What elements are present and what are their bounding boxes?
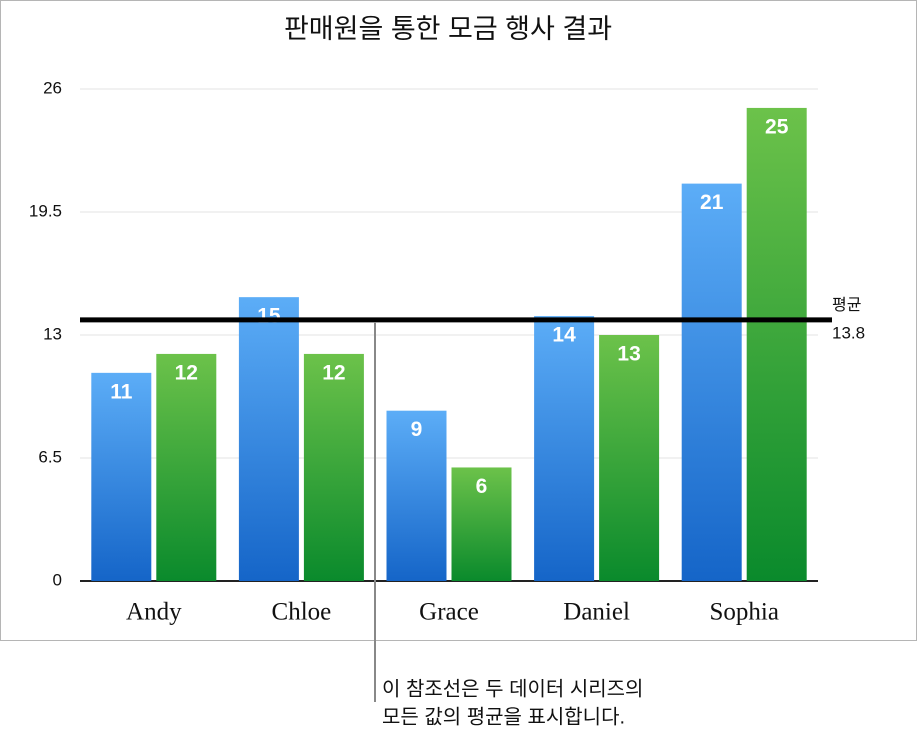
x-tick-label: Daniel (563, 599, 630, 626)
bar (238, 297, 299, 581)
data-label: 15 (257, 305, 281, 328)
data-label: 11 (110, 380, 133, 403)
y-tick-label: 0 (53, 570, 62, 589)
bar (534, 316, 595, 581)
x-tick-label: Sophia (709, 599, 778, 626)
bar (386, 410, 447, 581)
x-tick-label: Andy (126, 599, 182, 626)
y-tick-label: 19.5 (29, 201, 62, 220)
reference-value: 13.8 (832, 323, 865, 342)
data-label: 12 (322, 361, 345, 384)
bar (303, 353, 364, 581)
y-tick-label: 6.5 (38, 447, 62, 466)
bar (91, 372, 152, 581)
data-label: 6 (476, 475, 488, 498)
data-label: 13 (617, 343, 640, 366)
reference-label: 평균 (832, 296, 861, 314)
x-tick-label: Grace (419, 599, 479, 626)
annotation: 이 참조선은 두 데이터 시리즈의 (382, 677, 643, 700)
x-tick-label: Chloe (272, 599, 332, 626)
chart-frame (0, 0, 917, 641)
data-label: 14 (552, 324, 576, 347)
bar (746, 107, 807, 581)
bar (156, 353, 217, 581)
bar (599, 335, 660, 581)
data-label: 12 (175, 361, 198, 384)
bar (451, 467, 512, 581)
chart-title: 판매원을 통한 모금 행사 결과 (284, 14, 612, 44)
data-label: 9 (411, 418, 423, 441)
y-tick-label: 13 (43, 324, 62, 343)
bar (681, 183, 742, 581)
data-label: 25 (765, 115, 789, 138)
data-label: 21 (700, 191, 724, 214)
y-tick-label: 26 (43, 78, 62, 97)
annotation: 모든 값의 평균을 표시합니다. (382, 705, 625, 728)
